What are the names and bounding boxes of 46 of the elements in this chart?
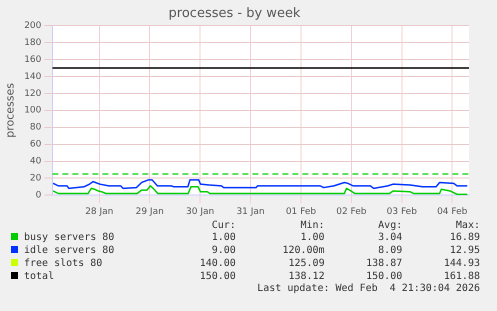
x-tick-label: 04 Feb	[437, 206, 468, 217]
text: 120.00m	[281, 244, 325, 257]
y-tick-label: 160	[24, 54, 42, 65]
text: 9.00	[210, 244, 236, 257]
text: 161.88	[442, 270, 480, 283]
y-tick-label: 80	[30, 122, 42, 133]
x-tick-label: 02 Feb	[336, 206, 367, 217]
text: 3.04	[377, 231, 402, 244]
text: 16.89	[448, 231, 480, 244]
legend-label: free slots 80	[24, 258, 102, 269]
x-tick-label: 30 Jan	[186, 206, 214, 217]
text: 138.12	[287, 270, 325, 283]
text: 125.09	[287, 257, 325, 270]
x-tick-label: 01 Feb	[286, 206, 316, 217]
y-tick-label: 120	[24, 88, 42, 99]
x-tick-label: 03 Feb	[386, 206, 418, 217]
text: Last update: Wed Feb 4 21:30:04 2026	[256, 283, 480, 294]
legend-label: total	[24, 271, 54, 282]
legend-label: busy servers 80	[24, 232, 114, 243]
y-tick-label: 100	[24, 106, 42, 116]
y-tick-label: 0	[36, 190, 42, 201]
y-axis-title: processes	[3, 82, 16, 138]
x-tick-label: 31 Jan	[236, 206, 265, 217]
y-tick-label: 200	[24, 20, 42, 31]
x-tick-label: 29 Jan	[136, 206, 164, 217]
text: 140.00	[198, 257, 236, 270]
text: 1.00	[210, 231, 236, 244]
text: 138.87	[365, 257, 402, 270]
y-tick-label: 180	[24, 38, 42, 48]
text: 150.00	[365, 270, 402, 283]
text: 150.00	[198, 270, 236, 283]
text: 12.95	[448, 244, 480, 257]
y-tick-label: 140	[24, 72, 42, 82]
y-tick-label: 20	[30, 174, 42, 184]
text: 1.00	[300, 231, 325, 244]
x-tick-label: 28 Jan	[85, 206, 114, 217]
text: Max:	[454, 220, 480, 231]
y-tick-label: 40	[30, 156, 42, 167]
text: 8.09	[377, 244, 402, 257]
legend-label: idle servers 80	[24, 245, 114, 256]
text: 144.93	[442, 257, 480, 270]
y-tick-label: 60	[30, 140, 42, 150]
text: Avg:	[377, 220, 402, 231]
text: Cur:	[210, 220, 236, 231]
chart-title: processes - by week	[168, 6, 301, 22]
text: Min:	[300, 220, 325, 231]
